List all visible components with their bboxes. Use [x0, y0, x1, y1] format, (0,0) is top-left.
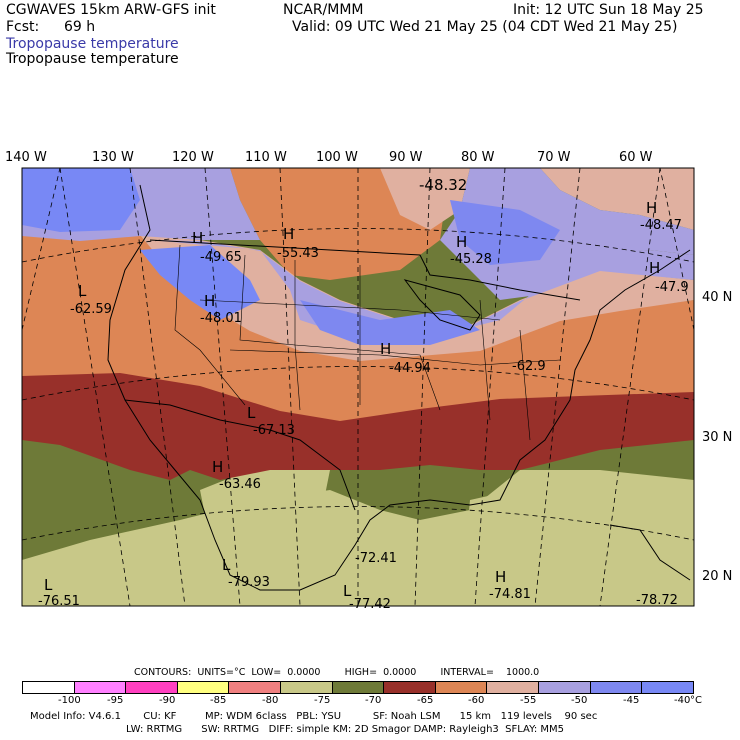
high-marker: H — [495, 568, 506, 586]
extrema-value: -78.72 — [636, 593, 678, 608]
extrema-value: -48.47 — [640, 218, 682, 233]
colorbar-tick: -75 — [314, 695, 331, 706]
extrema-value: -76.51 — [38, 594, 80, 609]
lon-label: 130 W — [92, 150, 134, 165]
colorbar-swatch — [384, 682, 436, 693]
org-label: NCAR/MMM — [283, 2, 364, 18]
extrema-value: -72.41 — [355, 551, 397, 566]
low-marker: L — [44, 576, 53, 594]
colorbar-tick: -45 — [623, 695, 640, 706]
extrema-value: -49.65 — [200, 250, 242, 265]
low-marker: L — [222, 556, 231, 574]
colorbar-tick: -40 — [674, 695, 691, 706]
colorbar — [22, 681, 694, 694]
lat-label: 30 N — [702, 430, 733, 445]
colorbar-swatch — [590, 682, 643, 693]
colorbar-swatch — [539, 682, 591, 693]
forecast-label: Fcst: — [6, 19, 40, 35]
colorbar-unit: °C — [690, 695, 702, 706]
high-marker: H — [212, 458, 223, 476]
lon-label: 140 W — [5, 150, 47, 165]
colorbar-swatch — [332, 682, 385, 693]
high-marker: H — [204, 292, 215, 310]
low-marker: L — [78, 282, 87, 300]
lon-label: 100 W — [316, 150, 358, 165]
extrema-value: -77.42 — [349, 597, 391, 612]
valid-time: Valid: 09 UTC Wed 21 May 25 (04 CDT Wed … — [292, 19, 678, 35]
map-frame — [21, 167, 695, 607]
colorbar-swatch — [281, 682, 333, 693]
coastlines — [107, 184, 691, 591]
state-borders — [174, 244, 561, 441]
lon-label: 120 W — [172, 150, 214, 165]
colorbar-tick: -95 — [107, 695, 124, 706]
colorbar-swatch — [435, 682, 488, 693]
high-marker: H — [283, 225, 294, 243]
colorbar-tick: -90 — [159, 695, 176, 706]
model-info-line2: LW: RRTMG SW: RRTMG DIFF: simple KM: 2D … — [126, 724, 565, 735]
high-marker: H — [649, 259, 660, 277]
extrema-value: -79.93 — [228, 575, 270, 590]
extrema-value: -45.28 — [450, 252, 492, 267]
colorbar-swatch — [229, 682, 282, 693]
high-marker: H — [646, 199, 657, 217]
colorbar-tick: -100 — [58, 695, 81, 706]
colorbar-swatch — [23, 682, 75, 693]
latlon-grid — [21, 167, 695, 607]
field-title-shaded: Tropopause temperature — [6, 36, 179, 52]
colorbar-swatch — [74, 682, 127, 693]
colorbar-tick: -70 — [365, 695, 382, 706]
extrema-value: -48.01 — [200, 311, 242, 326]
extrema-markers: -48.32 H -49.65 H -55.43 H -45.28 H -48.… — [38, 176, 689, 612]
extrema-value: -67.13 — [253, 423, 295, 438]
colorbar-tick: -85 — [210, 695, 227, 706]
init-time: Init: 12 UTC Sun 18 May 25 — [513, 2, 704, 18]
model-title: CGWAVES 15km ARW-GFS init — [6, 2, 216, 18]
extrema-value: -48.32 — [419, 176, 467, 194]
high-marker: H — [380, 340, 391, 358]
colorbar-swatch — [642, 682, 693, 693]
extrema-value: -44.94 — [389, 361, 431, 376]
contour-info: CONTOURS: UNITS=°C LOW= 0.0000 HIGH= 0.0… — [134, 667, 540, 678]
extrema-value: -74.81 — [489, 587, 531, 602]
lat-label: 20 N — [702, 569, 733, 584]
lon-label: 70 W — [537, 150, 571, 165]
low-marker: L — [343, 582, 352, 600]
lat-label: 40 N — [702, 290, 733, 305]
colorbar-tick: -55 — [520, 695, 537, 706]
extrema-value: -63.46 — [219, 477, 261, 492]
low-marker: L — [247, 404, 256, 422]
colorbar-tick: -60 — [468, 695, 485, 706]
extrema-value: -62.9 — [512, 359, 546, 374]
colorbar-swatch — [487, 682, 540, 693]
forecast-hour: 69 h — [64, 19, 96, 35]
field-title-contour: Tropopause temperature — [6, 51, 179, 67]
colorbar-swatch — [177, 682, 230, 693]
high-marker: H — [192, 229, 203, 247]
extrema-value: -55.43 — [277, 246, 319, 261]
lon-label: 80 W — [461, 150, 495, 165]
lon-label: 90 W — [389, 150, 423, 165]
lon-label: 110 W — [245, 150, 287, 165]
colorbar-tick: -80 — [262, 695, 279, 706]
high-marker: H — [456, 233, 467, 251]
colorbar-tick: -65 — [417, 695, 434, 706]
extrema-value: -47.9 — [655, 280, 689, 295]
lon-label: 60 W — [619, 150, 653, 165]
colorbar-swatch — [126, 682, 178, 693]
extrema-value: -62.59 — [70, 302, 112, 317]
colorbar-tick: -50 — [571, 695, 588, 706]
model-info-line1: Model Info: V4.6.1 CU: KF MP: WDM 6class… — [30, 711, 598, 722]
